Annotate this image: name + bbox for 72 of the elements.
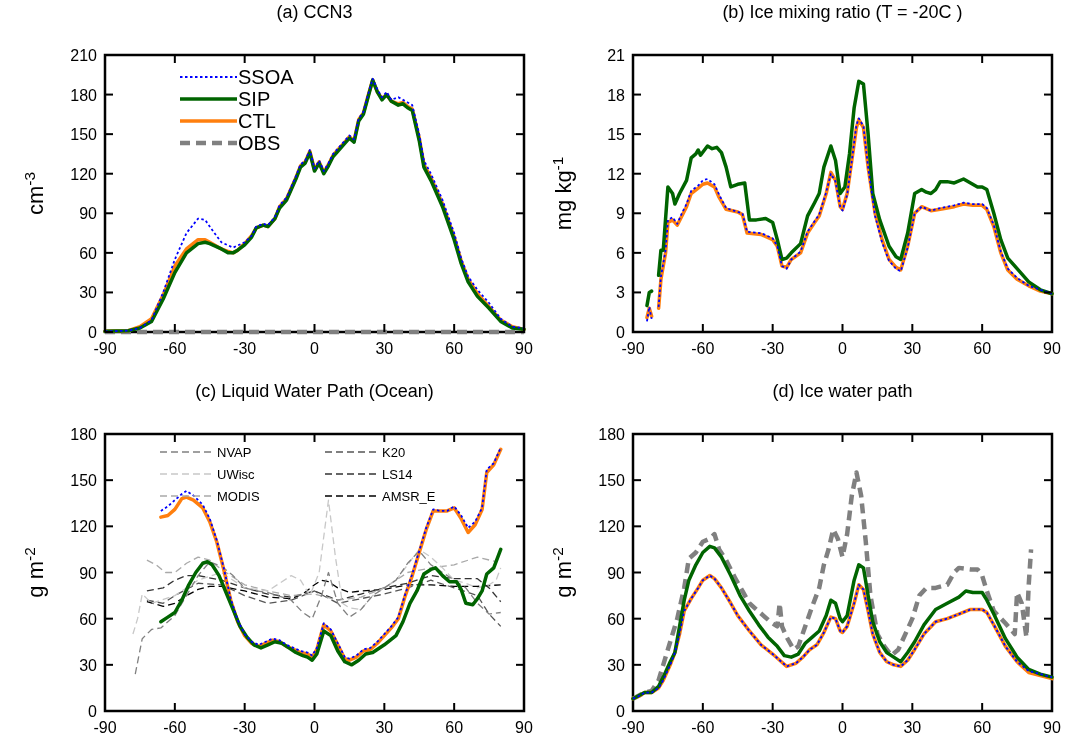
x-tick-label: 60 — [973, 340, 992, 357]
y-tick-label: 15 — [607, 126, 626, 144]
chart-title: (a) CCN3 — [276, 2, 353, 22]
y-tick-label: 9 — [616, 205, 626, 223]
chart-title: (b) Ice mixing ratio (T = -20C ) — [722, 2, 963, 22]
y-tick-label: 180 — [70, 426, 98, 443]
y-tick-label: 3 — [616, 284, 626, 302]
legend-label: CTL — [238, 110, 276, 132]
x-tick-label: 0 — [310, 340, 320, 357]
x-tick-label: -60 — [163, 340, 187, 357]
x-tick-label: 90 — [1043, 719, 1061, 736]
x-tick-label: -60 — [691, 719, 715, 736]
x-tick-label: -90 — [93, 719, 117, 736]
x-tick-label: 30 — [903, 340, 922, 357]
legend-label: OBS — [238, 132, 281, 154]
x-tick-label: 90 — [1043, 340, 1061, 357]
x-tick-label: -30 — [761, 719, 785, 736]
y-tick-label: 90 — [607, 564, 626, 582]
x-tick-label: -30 — [761, 340, 785, 357]
x-tick-label: 60 — [445, 719, 464, 736]
x-tick-label: -30 — [233, 340, 257, 357]
legend-label: K20 — [382, 445, 406, 460]
y-tick-label: 0 — [616, 703, 626, 720]
x-tick-label: 60 — [445, 340, 464, 357]
y-tick-label: 150 — [70, 472, 98, 490]
y-tick-label: 12 — [607, 165, 626, 183]
x-tick-label: -60 — [163, 719, 187, 736]
y-tick-label: 180 — [70, 86, 98, 104]
y-tick-label: 0 — [88, 324, 98, 341]
legend-label: NVAP — [217, 445, 252, 460]
x-tick-label: -60 — [691, 340, 715, 357]
x-tick-label: -30 — [233, 719, 257, 736]
chart-title: (d) Ice water path — [772, 381, 913, 401]
y-tick-label: 30 — [79, 656, 98, 674]
y-tick-label: 120 — [598, 518, 626, 536]
y-tick-label: 150 — [70, 126, 98, 144]
y-tick-label: 210 — [70, 47, 98, 64]
y-tick-label: 120 — [70, 165, 98, 183]
y-tick-label: 180 — [598, 426, 626, 443]
y-tick-label: 0 — [88, 703, 98, 720]
y-tick-label: 6 — [616, 244, 626, 262]
legend-label: UWisc — [217, 467, 256, 482]
y-tick-label: 60 — [79, 610, 98, 628]
x-tick-label: 60 — [973, 719, 992, 736]
legend-label: LS14 — [382, 467, 413, 482]
x-tick-label: 90 — [515, 719, 533, 736]
x-tick-label: -90 — [93, 340, 117, 357]
y-tick-label: 30 — [79, 284, 98, 302]
x-tick-label: 0 — [310, 719, 320, 736]
legend-label: SSOA — [238, 66, 295, 88]
x-tick-label: 0 — [838, 719, 848, 736]
y-tick-label: 120 — [70, 518, 98, 536]
y-tick-label: 18 — [607, 86, 626, 104]
x-tick-label: 30 — [375, 340, 394, 357]
legend-label: AMSR_E — [382, 489, 436, 504]
y-tick-label: 90 — [79, 564, 98, 582]
x-tick-label: 0 — [838, 340, 848, 357]
y-tick-label: 60 — [607, 610, 626, 628]
x-tick-label: 90 — [515, 340, 533, 357]
x-tick-label: -90 — [621, 340, 645, 357]
legend-label: SIP — [238, 88, 271, 110]
x-tick-label: 30 — [903, 719, 922, 736]
y-tick-label: 150 — [598, 472, 626, 490]
x-tick-label: 30 — [375, 719, 394, 736]
x-tick-label: -90 — [621, 719, 645, 736]
legend-label: MODIS — [217, 489, 260, 504]
y-tick-label: 0 — [616, 324, 626, 341]
chart-title: (c) Liquid Water Path (Ocean) — [195, 381, 434, 401]
y-tick-label: 30 — [607, 656, 626, 674]
y-tick-label: 60 — [79, 244, 98, 262]
y-tick-label: 90 — [79, 205, 98, 223]
y-tick-label: 21 — [607, 47, 626, 64]
